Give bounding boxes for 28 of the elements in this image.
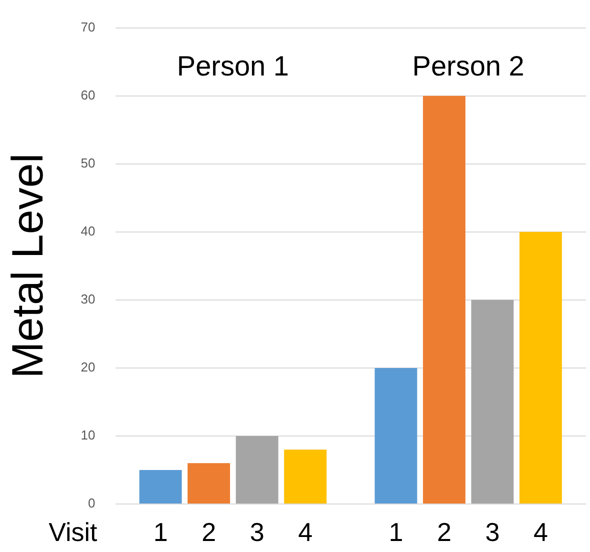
series-label: 2 (202, 517, 216, 548)
bar (374, 368, 418, 504)
bar (519, 232, 562, 504)
bar (139, 470, 182, 504)
series-label: 3 (250, 517, 264, 548)
y-tick-label: 20 (80, 360, 96, 375)
y-tick-label: 40 (80, 223, 96, 238)
y-tick-label: 30 (80, 291, 96, 306)
bar (471, 300, 514, 504)
y-axis-title: Metal Level (4, 153, 53, 378)
x-tick-label: Person 1 (176, 50, 289, 82)
text: 1 (388, 517, 404, 548)
y-tick-label: 0 (88, 496, 96, 511)
text: 3 (485, 517, 500, 548)
y-tick-label: 50 (80, 155, 96, 170)
bar (284, 450, 327, 504)
y-tick-label: 70 (80, 19, 96, 34)
bar (422, 96, 466, 504)
bar (188, 463, 230, 504)
text: 4 (533, 517, 548, 548)
y-tick-label: 60 (80, 87, 96, 102)
series-label: 1 (153, 517, 168, 548)
x-axis-title: Visit (48, 517, 98, 548)
bar (236, 436, 278, 504)
text: 2 (436, 517, 452, 548)
x-tick-label: Person 2 (412, 50, 524, 82)
series-label: 4 (298, 517, 313, 548)
y-tick-label: 10 (80, 428, 96, 443)
